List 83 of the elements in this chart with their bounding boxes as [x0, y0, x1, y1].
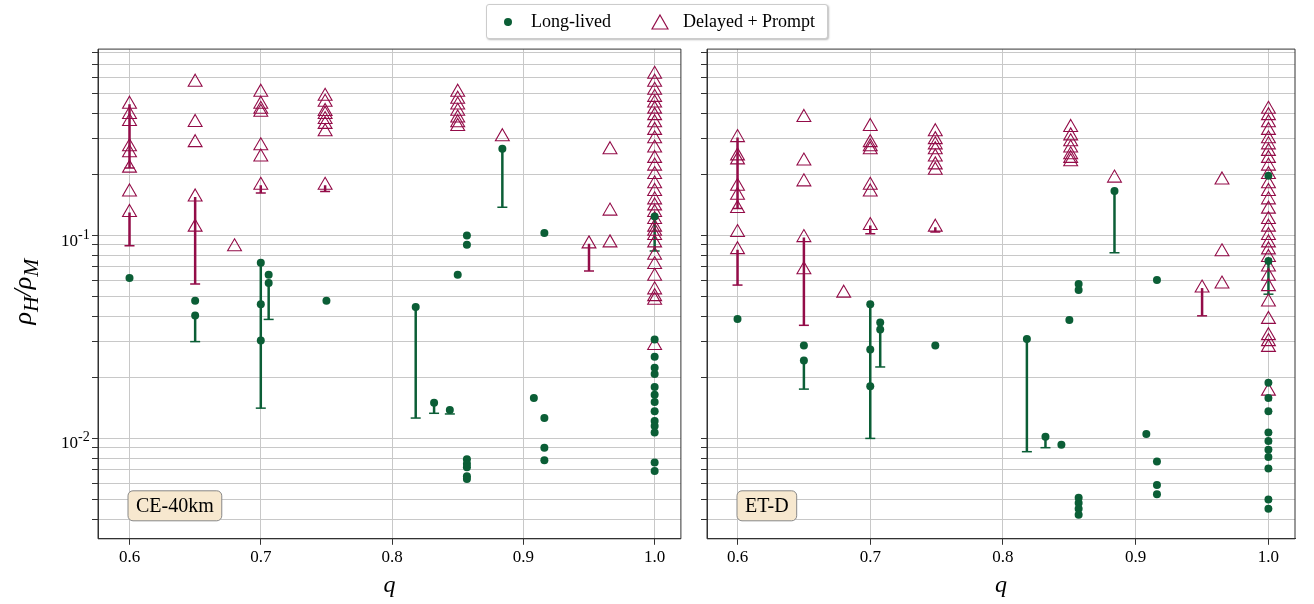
- point: [1264, 428, 1273, 437]
- point: [1264, 495, 1273, 504]
- point: [1264, 437, 1273, 446]
- x-tick-label: 0.9: [1125, 547, 1147, 567]
- point: [256, 258, 265, 267]
- point: [1152, 457, 1161, 466]
- point: [498, 144, 507, 153]
- point: [733, 314, 742, 323]
- point: [411, 302, 420, 311]
- point: [540, 414, 549, 423]
- annotation: CE-40km: [136, 494, 215, 517]
- y-tick-label: 10$^{-2}$: [61, 428, 90, 453]
- point: [799, 341, 808, 350]
- point: [430, 398, 439, 407]
- point: [1152, 275, 1161, 284]
- point: [540, 228, 549, 237]
- point: [462, 463, 471, 472]
- point: [1022, 335, 1031, 344]
- point: [650, 383, 659, 392]
- point: [650, 335, 659, 344]
- point: [650, 352, 659, 361]
- point: [1057, 440, 1066, 449]
- point: [191, 311, 200, 320]
- x-tick-label: 0.6: [118, 547, 141, 567]
- x-tick-label: 0.8: [992, 547, 1014, 567]
- point: [650, 369, 659, 378]
- point: [1264, 445, 1273, 454]
- point: [650, 458, 659, 467]
- point: [540, 456, 549, 465]
- point: [1264, 407, 1273, 416]
- legend-label: Delayed + Prompt: [682, 11, 816, 32]
- point: [256, 300, 265, 309]
- point: [462, 240, 471, 249]
- x-tick-label: 1.0: [644, 547, 666, 567]
- point: [540, 443, 549, 452]
- point: [650, 407, 659, 416]
- point: [1074, 286, 1083, 294]
- point: [453, 270, 462, 279]
- point: [264, 270, 273, 279]
- point: [650, 390, 659, 399]
- legend-label: Long-lived: [531, 11, 611, 32]
- point: [1110, 186, 1119, 195]
- point: [650, 428, 659, 437]
- annotation: ET-D: [745, 494, 789, 517]
- x-axis-title: q: [383, 570, 396, 597]
- point: [650, 467, 659, 476]
- point: [1152, 490, 1161, 499]
- y-tick-label: 10$^{-1}$: [61, 225, 90, 250]
- x-tick-label: 1.0: [1257, 547, 1280, 567]
- x-tick-label: 0.9: [512, 547, 534, 567]
- point: [866, 300, 875, 309]
- x-tick-label: 0.8: [381, 547, 403, 567]
- point: [1264, 256, 1273, 265]
- point: [529, 394, 538, 403]
- point: [1264, 378, 1273, 387]
- point: [1142, 430, 1151, 439]
- x-tick-label: 0.6: [726, 547, 749, 567]
- point: [322, 296, 331, 305]
- point: [866, 382, 875, 391]
- x-axis-title: q: [995, 570, 1007, 597]
- point: [799, 356, 808, 365]
- point: [462, 231, 471, 240]
- point: [264, 278, 273, 287]
- point: [1264, 394, 1273, 403]
- point: [1074, 510, 1083, 519]
- point: [191, 296, 200, 305]
- point: [256, 336, 265, 345]
- point: [445, 406, 454, 415]
- point: [1264, 504, 1273, 513]
- x-tick-label: 0.7: [250, 547, 272, 567]
- point: [125, 273, 134, 282]
- x-tick-label: 0.7: [859, 547, 882, 567]
- point: [1264, 464, 1273, 473]
- point: [876, 318, 885, 327]
- point: [650, 422, 659, 431]
- point: [931, 341, 940, 350]
- point: [876, 325, 885, 334]
- point: [1065, 316, 1074, 325]
- point: [866, 345, 875, 354]
- point: [1152, 480, 1161, 489]
- point: [1041, 432, 1050, 441]
- point: [1264, 452, 1273, 461]
- point: [650, 398, 659, 407]
